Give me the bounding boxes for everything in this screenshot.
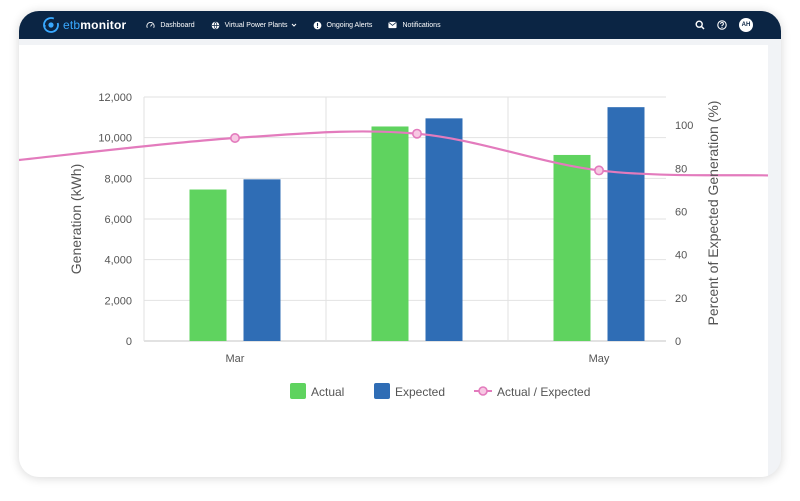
ratio-line [19,128,768,177]
help-icon [717,20,727,30]
legend-ratio-label: Actual / Expected [497,385,590,399]
y2-tick-label: 20 [675,293,687,305]
bar-actual [189,189,227,341]
chart-panel: 12,000 10,000 8,000 6,000 4,000 2,000 0 100 80 60… [19,45,768,477]
alert-icon [313,21,321,29]
nav-ongoing-alerts[interactable]: Ongoing Alerts [313,21,373,30]
bar-actual [371,126,409,341]
bars [189,107,645,341]
y2-tick-label: 0 [675,336,681,348]
nav-right: AH [683,11,753,39]
legend-ratio-marker [478,386,488,396]
x-tick-label: Mar [226,353,245,365]
generation-chart: 12,000 10,000 8,000 6,000 4,000 2,000 0 100 80 60… [19,92,768,399]
bar-expected [607,107,645,341]
logo-text: etbmonitor [63,18,127,32]
y2-tick-label: 40 [675,250,687,262]
search-button[interactable] [695,20,705,30]
y-tick-label: 0 [126,336,132,348]
y-tick-label: 6,000 [104,214,132,226]
y-tick-label: 4,000 [104,255,132,267]
bar-expected [243,179,281,341]
y2-tick-label: 60 [675,206,687,218]
nav-left: etbmonitor Dashboard Virtual Power Plant… [41,11,457,39]
legend-actual-swatch [290,383,306,399]
legend: Actual Expected Actual / Expected [290,383,590,399]
nav-virtual-power-plants[interactable]: Virtual Power Plants [211,21,297,30]
bar-expected [425,118,463,341]
y2-tick-label: 100 [675,120,693,132]
x-tick-label: May [589,353,610,365]
y2-axis-title: Percent of Expected Generation (%) [705,101,721,326]
help-button[interactable] [717,20,727,30]
axes: 12,000 10,000 8,000 6,000 4,000 2,000 0 100 80 60… [68,92,721,365]
legend-actual-label: Actual [311,385,344,399]
search-icon [695,20,705,30]
y-axis-title: Generation (kWh) [68,164,84,274]
y2-tick-label: 80 [675,163,687,175]
ratio-point [230,133,241,144]
y-tick-label: 12,000 [98,92,132,104]
logo-icon [43,17,59,33]
nav-dashboard[interactable]: Dashboard [146,21,195,30]
legend-expected-label: Expected [395,385,445,399]
nav-dashboard-label: Dashboard [160,21,195,29]
chevron-down-icon [291,23,296,27]
top-navbar: etbmonitor Dashboard Virtual Power Plant… [19,11,781,39]
envelope-icon [388,21,397,29]
legend-expected-swatch [374,383,390,399]
nav-notifications[interactable]: Notifications [388,21,441,29]
app-window: etbmonitor Dashboard Virtual Power Plant… [19,11,781,477]
nav-alerts-label: Ongoing Alerts [326,21,373,29]
gauge-icon [146,21,155,28]
user-avatar[interactable]: AH [739,18,753,32]
y-tick-label: 2,000 [104,295,132,307]
bar-actual [553,154,591,341]
ratio-point [593,165,604,176]
nav-notifications-label: Notifications [402,21,441,29]
nav-vpp-label: Virtual Power Plants [224,21,288,29]
y-tick-label: 10,000 [98,133,132,145]
globe-icon [211,21,219,29]
y-tick-label: 8,000 [104,173,132,185]
ratio-point [411,128,422,139]
etb-monitor-logo[interactable]: etbmonitor [41,15,126,35]
